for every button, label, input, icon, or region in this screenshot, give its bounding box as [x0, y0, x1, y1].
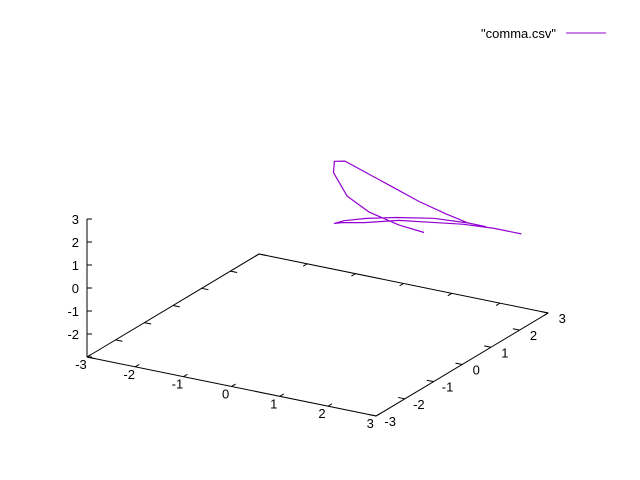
- z-tick-label: 2: [72, 235, 79, 250]
- y-tick-mark-back: [201, 287, 209, 291]
- y-tick-mark: [369, 414, 377, 417]
- x-tick-mark: [183, 373, 188, 378]
- x-tick-label: -2: [123, 367, 135, 382]
- z-tick-label: -2: [67, 327, 79, 342]
- tick-labels-group: -3 -2 -1 0 1 2 3 -3 -2 -1 0 1 2 3 3 2 1 0 -1 -2: [67, 212, 565, 431]
- legend: "comma.csv": [481, 26, 606, 41]
- y-tick-mark: [512, 328, 520, 331]
- y-tick-mark-back: [172, 305, 180, 308]
- x-tick-mark: [231, 383, 236, 387]
- z-tick-label: -1: [67, 304, 79, 319]
- legend-label: "comma.csv": [481, 26, 556, 41]
- y-tick-mark: [541, 311, 549, 314]
- y-tick-mark-back: [258, 253, 266, 256]
- x-tick-mark-back: [399, 283, 404, 287]
- x-tick-label: 3: [367, 416, 374, 431]
- y-tick-label: 1: [501, 345, 508, 360]
- y-tick-label: 3: [559, 311, 566, 326]
- x-tick-mark-back: [447, 292, 453, 297]
- z-tick-label: 0: [72, 281, 79, 296]
- y-tick-mark: [426, 379, 434, 383]
- y-tick-mark-back: [144, 322, 152, 325]
- x-tick-mark-back: [543, 312, 549, 316]
- series-line: [332, 160, 522, 235]
- z-tick-label: 3: [72, 212, 79, 227]
- x-tick-label: 1: [270, 396, 277, 411]
- x-tick-label: 0: [222, 386, 229, 401]
- y-tick-mark: [484, 345, 491, 348]
- x-tick-label: -3: [75, 357, 87, 372]
- z-tick-label: 1: [72, 258, 79, 273]
- x-tick-label: 2: [318, 406, 325, 421]
- x-tick-mark: [279, 393, 285, 397]
- y-tick-label: 0: [473, 362, 480, 377]
- y-tick-mark-back: [115, 339, 123, 342]
- x-tick-mark: [375, 413, 381, 417]
- x-tick-mark-back: [495, 302, 501, 306]
- y-tick-label: 2: [530, 328, 537, 343]
- axes-group: [86, 218, 549, 417]
- y-tick-mark: [398, 396, 405, 400]
- y-tick-label: -3: [384, 414, 396, 429]
- x-tick-mark-back: [351, 273, 356, 277]
- y-tick-label: -1: [442, 380, 454, 395]
- x-tick-label: -1: [172, 377, 184, 392]
- x-tick-mark: [327, 403, 333, 407]
- y-tick-mark-back: [230, 270, 238, 274]
- y-tick-label: -2: [413, 397, 425, 412]
- series-group: [332, 160, 522, 235]
- x-tick-mark-back: [302, 263, 308, 267]
- x-tick-mark: [134, 363, 140, 368]
- y-tick-mark: [455, 362, 463, 365]
- x-tick-mark-back: [254, 253, 260, 257]
